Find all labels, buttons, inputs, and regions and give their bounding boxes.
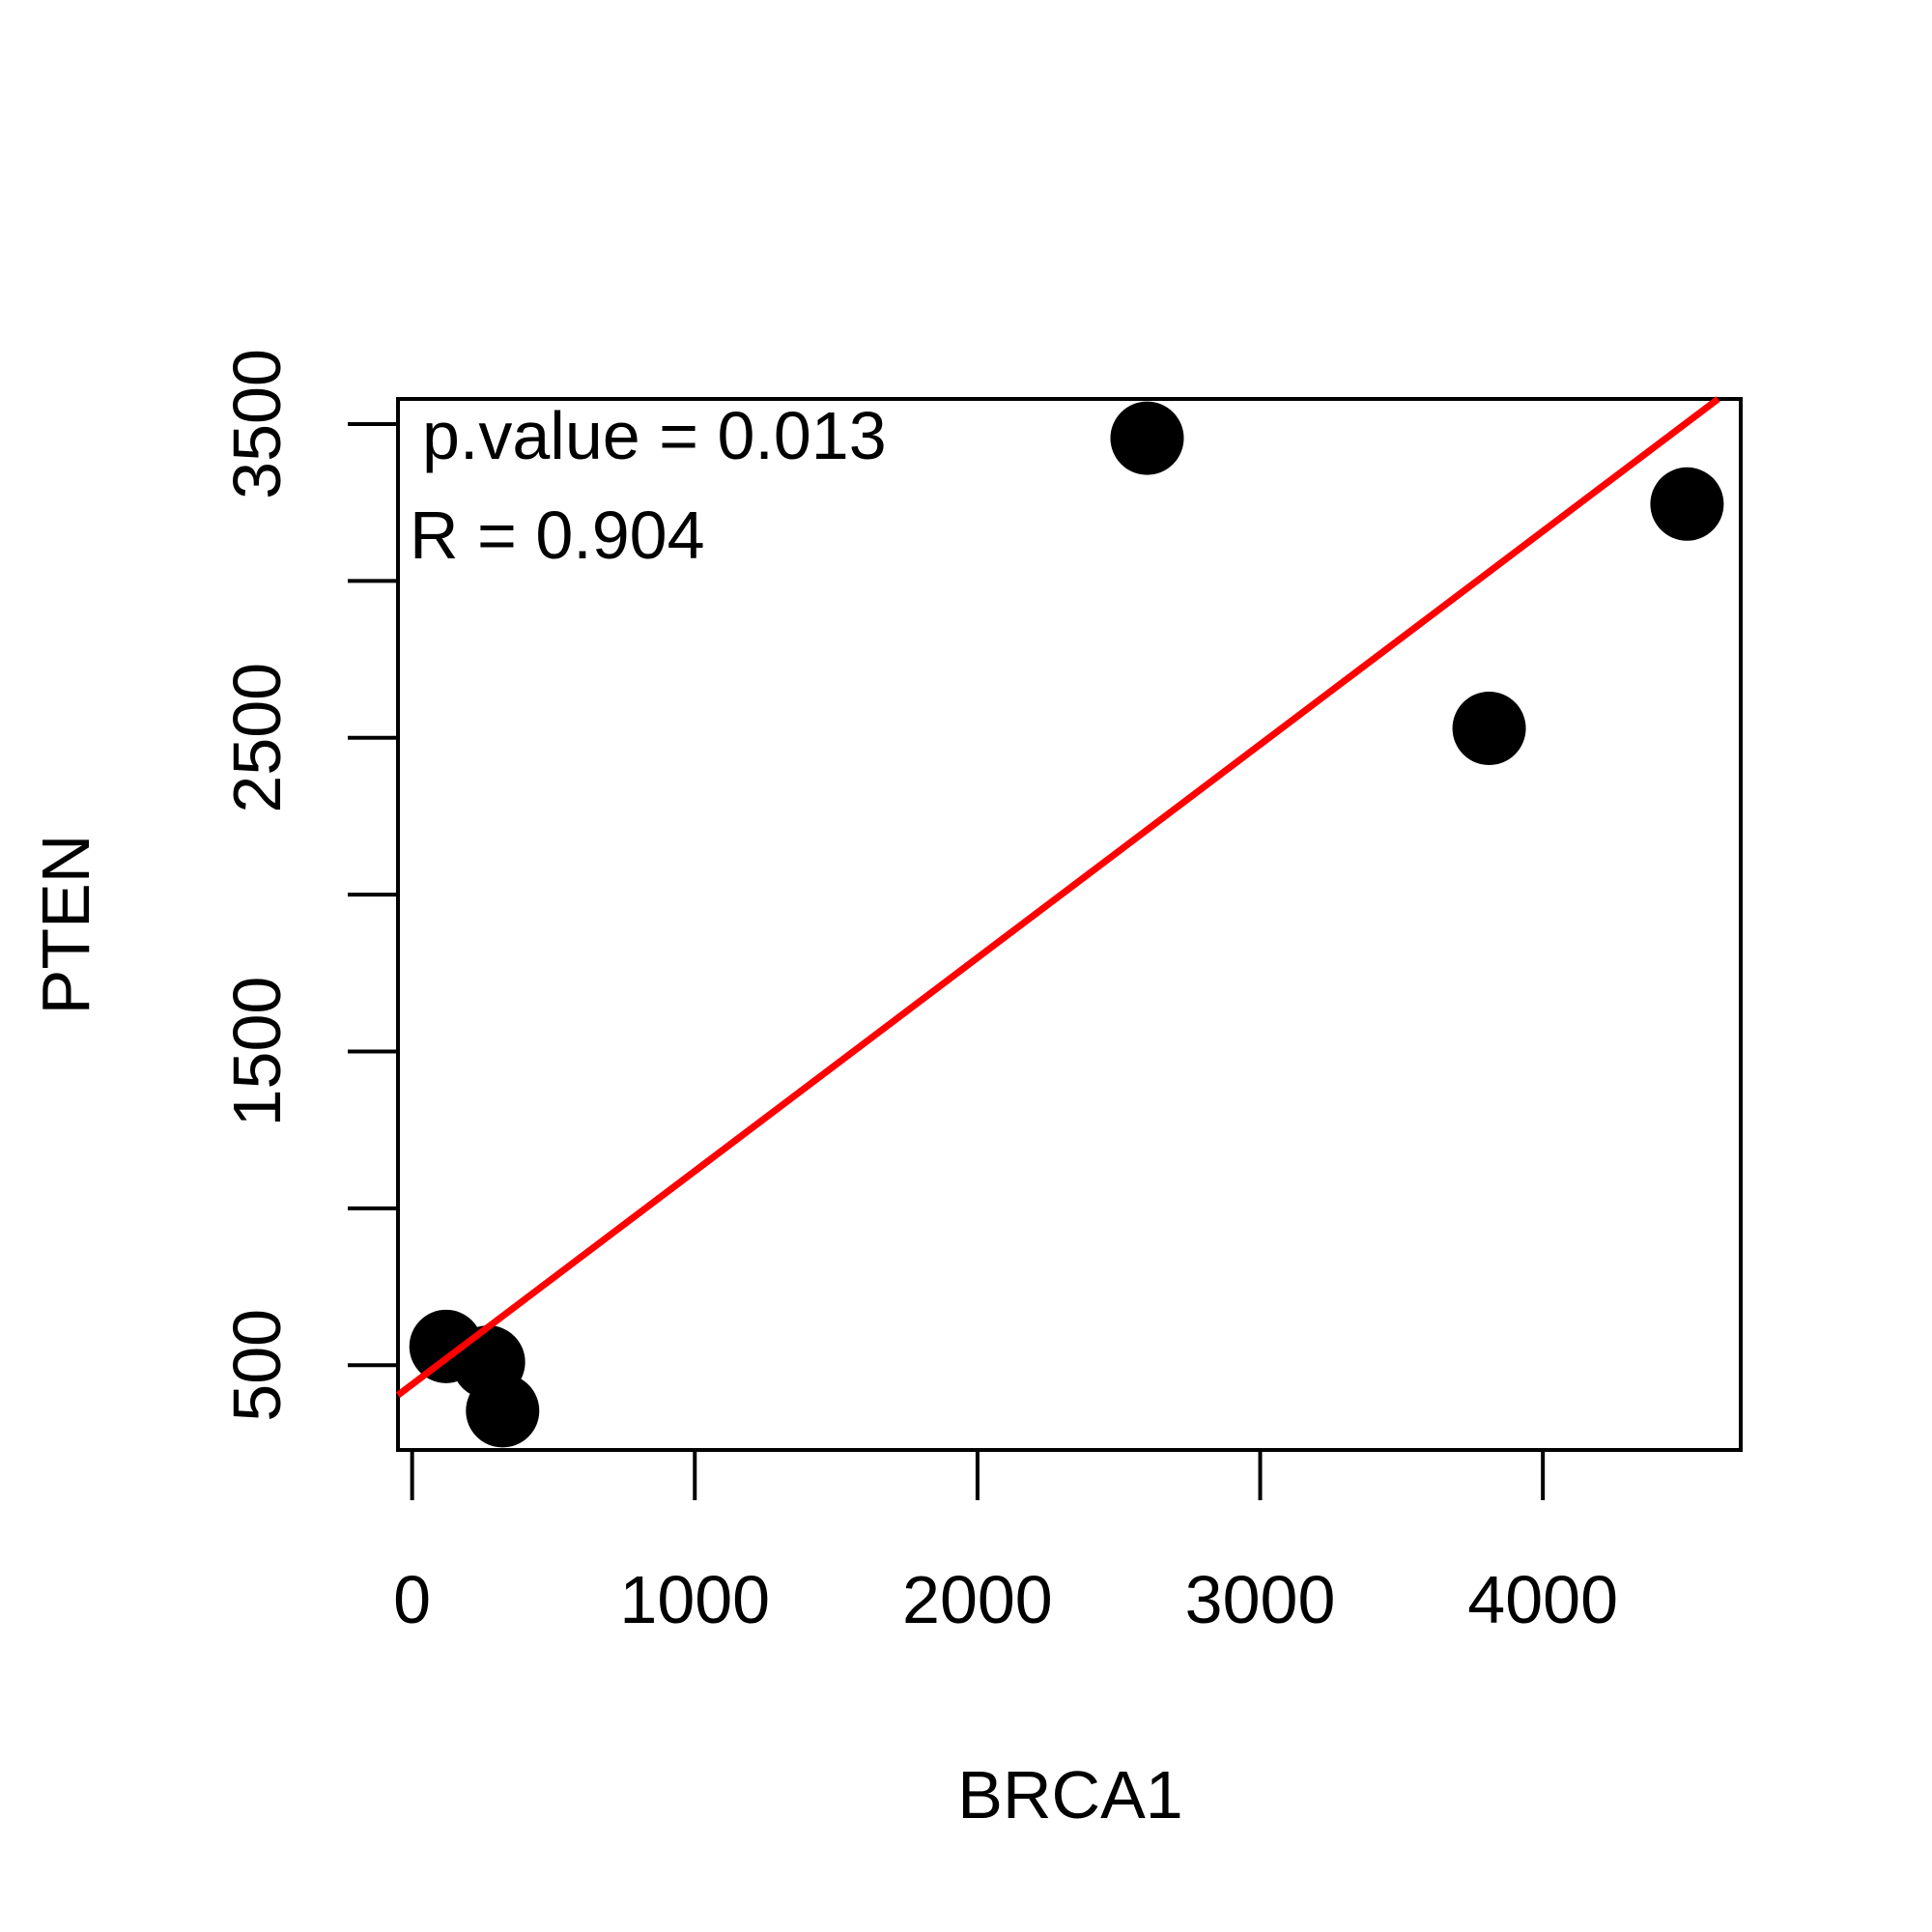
regression-line-group	[395, 396, 1720, 1398]
r-annotation: R = 0.904	[410, 497, 705, 573]
data-point	[1110, 401, 1184, 475]
x-tick-label: 1000	[619, 1562, 770, 1637]
y-tick-label: 3500	[219, 349, 295, 499]
x-tick-label: 3000	[1185, 1562, 1336, 1637]
y-tick-label: 500	[219, 1309, 295, 1422]
y-axis: 500 1500 2500 3500	[219, 349, 398, 1422]
pvalue-annotation: p.value = 0.013	[422, 398, 887, 473]
data-points	[409, 401, 1724, 1448]
x-axis-label: BRCA1	[957, 1757, 1182, 1833]
data-point	[466, 1374, 540, 1448]
x-tick-label: 0	[393, 1562, 431, 1637]
data-point	[1452, 692, 1526, 766]
x-axis: 0 1000 2000 3000 4000	[393, 1450, 1618, 1637]
regression-line	[395, 396, 1720, 1398]
x-tick-label: 2000	[902, 1562, 1053, 1637]
plot-frame	[396, 397, 1743, 1452]
x-tick-label: 4000	[1467, 1562, 1618, 1637]
y-tick-label: 1500	[219, 977, 295, 1127]
y-tick-label: 2500	[219, 663, 295, 813]
y-axis-label: PTEN	[28, 835, 103, 1015]
data-point	[1650, 467, 1724, 541]
